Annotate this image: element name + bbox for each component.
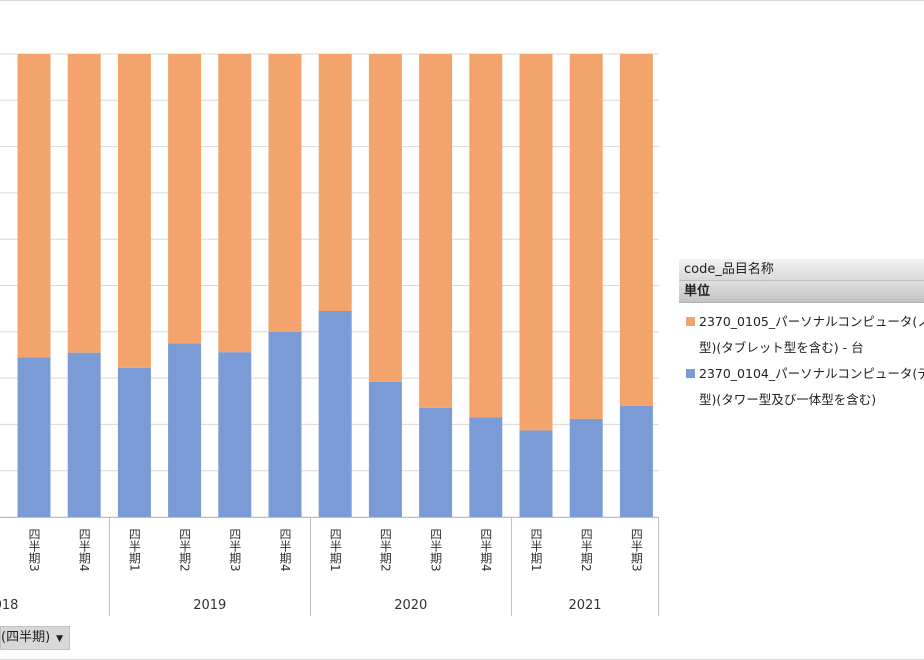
bar-segment-desktop xyxy=(218,352,252,517)
bar-segment-desktop xyxy=(318,310,352,517)
x-tick-label-quarter: 四半期4 xyxy=(278,528,292,572)
legend-item-line1: 2370_0104_パーソナルコンピュータ(デスク xyxy=(699,366,924,381)
legend: code_品目名称 単位 2370_0105_パーソナルコンピュータ(ノート 型… xyxy=(679,259,924,439)
bars xyxy=(17,54,653,517)
quarter-field-button[interactable]: (四半期) ▼ xyxy=(0,626,71,650)
bar-segment-desktop xyxy=(569,418,603,517)
x-tick-label-quarter: 四半期3 xyxy=(629,528,643,572)
legend-item-line2: 型)(タワー型及び一体型を含む) xyxy=(699,392,877,407)
x-tick-label-quarter: 四半期2 xyxy=(579,528,593,572)
x-tick-label-quarter: 四半期1 xyxy=(529,528,543,572)
x-tick-label-quarter: 四半期3 xyxy=(228,528,242,572)
x-tick-label-quarter: 四半期3 xyxy=(429,528,443,572)
bar-segment-notebook xyxy=(117,54,151,368)
bar-segment-desktop xyxy=(17,357,51,517)
legend-item-line2: 型)(タブレット型を含む) - 台 xyxy=(699,340,864,355)
legend-swatch-desktop xyxy=(686,369,695,378)
x-tick-label-quarter: 四半期2 xyxy=(178,528,192,572)
legend-item-notebook[interactable]: 2370_0105_パーソナルコンピュータ(ノート 型)(タブレット型を含む) … xyxy=(679,309,924,361)
legend-swatch-notebook xyxy=(686,317,695,326)
bar-segment-notebook xyxy=(168,54,202,344)
bar-segment-notebook xyxy=(17,54,51,358)
frame-top-border xyxy=(0,0,924,1)
legend-item-line1: 2370_0105_パーソナルコンピュータ(ノート xyxy=(699,314,924,329)
field-button-label: (四半期) xyxy=(1,630,51,645)
x-group-label-year: 2021 xyxy=(568,598,601,613)
x-tick-label-quarter: 四半期1 xyxy=(127,528,141,572)
x-tick-label-quarter: 四半期3 xyxy=(27,528,41,572)
x-axis: 四半期3 四半期4 四半期1 四半期2 四半期3 四半期4 四半期1 四半期2 四半期3 四半期4… xyxy=(0,517,659,616)
bar-segment-notebook xyxy=(519,54,553,431)
legend-subheader[interactable]: 単位 xyxy=(679,281,924,303)
bar-segment-desktop xyxy=(67,352,101,517)
bar-segment-notebook xyxy=(619,54,653,406)
bar-segment-notebook xyxy=(67,54,101,353)
x-group-label-year: 2019 xyxy=(193,598,226,613)
legend-header[interactable]: code_品目名称 xyxy=(679,259,924,281)
bar-segment-notebook xyxy=(419,54,453,408)
bar-segment-desktop xyxy=(469,417,503,517)
legend-item-desktop[interactable]: 2370_0104_パーソナルコンピュータ(デスク 型)(タワー型及び一体型を含… xyxy=(679,361,924,413)
bar-segment-desktop xyxy=(368,381,402,517)
bar-segment-notebook xyxy=(218,54,252,353)
bar-segment-desktop xyxy=(519,430,553,517)
bar-segment-desktop xyxy=(168,343,202,517)
x-tick-label-quarter: 四半期4 xyxy=(77,528,91,572)
dropdown-arrow-icon: ▼ xyxy=(56,634,64,644)
x-tick-label-quarter: 四半期2 xyxy=(378,528,392,572)
bar-segment-notebook xyxy=(469,54,503,418)
x-tick-label-quarter: 四半期4 xyxy=(479,528,493,572)
x-group-label-year: 2020 xyxy=(394,598,427,613)
bar-segment-notebook xyxy=(368,54,402,382)
x-tick-label-quarter: 四半期1 xyxy=(328,528,342,572)
bar-segment-desktop xyxy=(419,407,453,517)
bar-segment-notebook xyxy=(318,54,352,311)
bar-segment-desktop xyxy=(619,405,653,517)
bar-segment-desktop xyxy=(117,367,151,517)
x-group-label-year: 018 xyxy=(0,598,18,613)
bar-segment-notebook xyxy=(268,54,302,332)
bar-segment-notebook xyxy=(569,54,603,419)
bar-segment-desktop xyxy=(268,331,302,517)
